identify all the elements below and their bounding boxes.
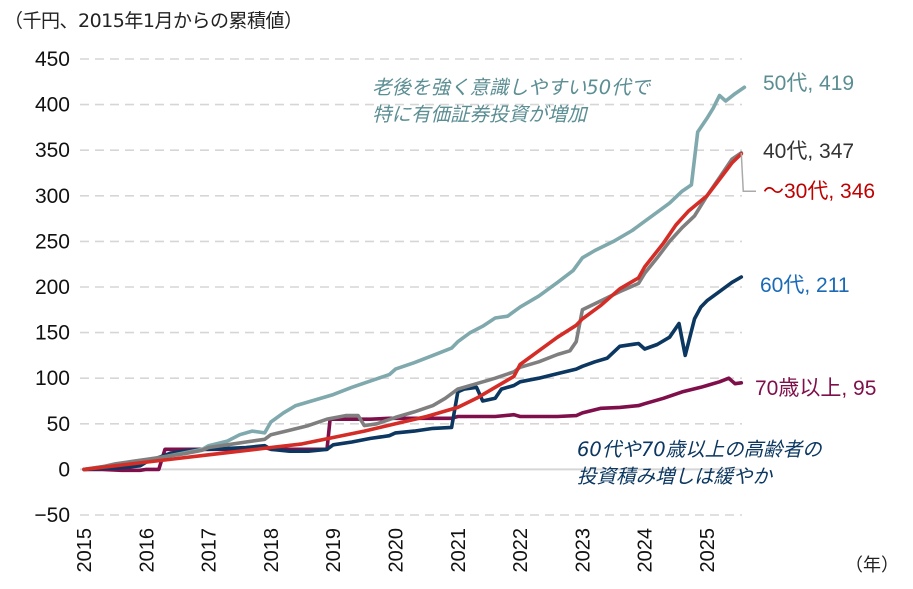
end-label-2: 〜30代, 346 xyxy=(763,180,875,203)
y-axis-ticks: 450 400 350 300 250 200 150 100 50 0 −50 xyxy=(34,48,70,527)
y-tick-label: 200 xyxy=(35,276,70,299)
y-tick-label: 0 xyxy=(58,458,70,481)
end-label-3: 60代, 211 xyxy=(760,274,850,297)
x-tick-label: 2025 xyxy=(697,528,719,573)
x-tick-label: 2020 xyxy=(386,528,408,573)
y-tick-label: 250 xyxy=(35,230,70,253)
end-labels: 50代, 419 40代, 347 〜30代, 346 60代, 211 70歳以上, … xyxy=(740,72,876,400)
y-tick-label: 150 xyxy=(35,322,70,345)
y-tick-label: −50 xyxy=(34,504,70,527)
x-tick-label: 2015 xyxy=(74,528,96,573)
x-tick-label: 2018 xyxy=(261,528,283,573)
x-axis-unit-label: （年） xyxy=(845,555,899,576)
x-tick-label: 2016 xyxy=(136,528,158,573)
annotation-50s: 老後を強く意識しやすい50代で 特に有価証券投資が増加 xyxy=(372,74,650,128)
x-tick-label: 2021 xyxy=(448,528,470,573)
y-tick-label: 100 xyxy=(35,367,70,390)
y-tick-label: 300 xyxy=(35,185,70,208)
x-axis-ticks: 2015 2016 2017 2018 2019 2020 2021 2022 2023 2024… xyxy=(74,528,719,573)
x-tick-label: 2017 xyxy=(199,528,221,573)
grid-lines xyxy=(80,58,742,516)
y-tick-label: 350 xyxy=(35,139,70,162)
annotation-elderly: 60代や70歳以上の高齢者の 投資積み増しは緩やか xyxy=(577,436,822,490)
y-tick-label: 450 xyxy=(35,48,70,71)
y-tick-label: 50 xyxy=(47,413,70,436)
annotation-elderly-line1: 60代や70歳以上の高齢者の xyxy=(577,438,822,461)
x-tick-label: 2019 xyxy=(323,528,345,573)
y-axis-unit-label: （千円、2015年1月からの累積値） xyxy=(4,10,303,32)
leader-line-30s xyxy=(740,152,756,192)
x-tick-label: 2022 xyxy=(510,528,532,573)
annotation-50s-line2: 特に有価証券投資が増加 xyxy=(372,103,587,126)
series-line-2 xyxy=(82,152,744,472)
annotation-50s-line1: 老後を強く意識しやすい50代で xyxy=(372,76,651,99)
series-lines xyxy=(82,85,747,473)
end-label-0: 50代, 419 xyxy=(763,72,854,95)
x-tick-label: 2023 xyxy=(572,528,594,573)
end-label-4: 70歳以上, 95 xyxy=(755,377,876,400)
y-tick-label: 400 xyxy=(35,94,70,117)
end-label-1: 40代, 347 xyxy=(763,140,854,163)
series-line-1 xyxy=(82,151,744,472)
x-tick-label: 2024 xyxy=(635,528,657,573)
series-line-0 xyxy=(82,85,747,472)
annotation-elderly-line2: 投資積み増しは緩やか xyxy=(577,465,773,488)
